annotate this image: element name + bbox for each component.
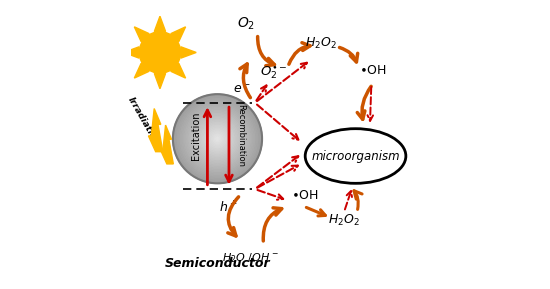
Text: $O_2^{\bullet-}$: $O_2^{\bullet-}$ xyxy=(260,64,288,81)
Ellipse shape xyxy=(206,127,229,151)
Ellipse shape xyxy=(198,119,237,158)
Ellipse shape xyxy=(173,94,262,183)
Polygon shape xyxy=(124,47,139,58)
Ellipse shape xyxy=(201,123,234,155)
Text: $O_2$: $O_2$ xyxy=(237,16,255,32)
Text: microorganism: microorganism xyxy=(311,149,400,162)
Ellipse shape xyxy=(185,106,250,171)
Text: $H_2O\ /OH^-$: $H_2O\ /OH^-$ xyxy=(222,251,279,265)
Ellipse shape xyxy=(177,99,257,179)
Text: $H_2O_2$: $H_2O_2$ xyxy=(328,213,360,228)
Polygon shape xyxy=(148,109,163,152)
Polygon shape xyxy=(155,16,166,32)
Ellipse shape xyxy=(212,133,223,145)
Ellipse shape xyxy=(176,97,259,180)
Ellipse shape xyxy=(204,125,231,152)
Ellipse shape xyxy=(174,96,261,182)
Polygon shape xyxy=(134,27,149,42)
Text: $H_2O_2$: $H_2O_2$ xyxy=(305,36,337,51)
Ellipse shape xyxy=(216,137,219,140)
Ellipse shape xyxy=(214,136,221,142)
Ellipse shape xyxy=(183,105,252,173)
Ellipse shape xyxy=(186,108,249,170)
Ellipse shape xyxy=(213,134,222,143)
Text: Semiconductor: Semiconductor xyxy=(164,257,270,270)
Polygon shape xyxy=(171,63,185,78)
Ellipse shape xyxy=(208,130,227,148)
Ellipse shape xyxy=(189,110,246,167)
Text: Recombination: Recombination xyxy=(236,104,245,167)
Ellipse shape xyxy=(180,102,255,176)
Ellipse shape xyxy=(192,114,243,164)
Text: $\bullet$OH: $\bullet$OH xyxy=(359,64,387,77)
Ellipse shape xyxy=(195,116,240,161)
Text: $e^-$: $e^-$ xyxy=(233,83,251,96)
Ellipse shape xyxy=(182,103,253,175)
Polygon shape xyxy=(161,125,173,164)
Polygon shape xyxy=(134,63,149,78)
Ellipse shape xyxy=(197,118,238,160)
Polygon shape xyxy=(181,47,196,58)
Text: Excitation: Excitation xyxy=(191,112,201,160)
Polygon shape xyxy=(171,27,185,42)
Ellipse shape xyxy=(188,109,247,168)
Text: $\bullet$OH: $\bullet$OH xyxy=(291,189,318,202)
Ellipse shape xyxy=(210,131,225,146)
Ellipse shape xyxy=(194,115,241,162)
Circle shape xyxy=(139,32,180,73)
Ellipse shape xyxy=(200,121,235,157)
Ellipse shape xyxy=(191,112,244,166)
Ellipse shape xyxy=(202,124,232,154)
Ellipse shape xyxy=(179,100,256,177)
Ellipse shape xyxy=(305,129,406,183)
Polygon shape xyxy=(155,73,166,89)
Text: Irradiation: Irradiation xyxy=(126,96,161,147)
Ellipse shape xyxy=(207,128,228,149)
Text: $h^+$: $h^+$ xyxy=(219,200,239,215)
